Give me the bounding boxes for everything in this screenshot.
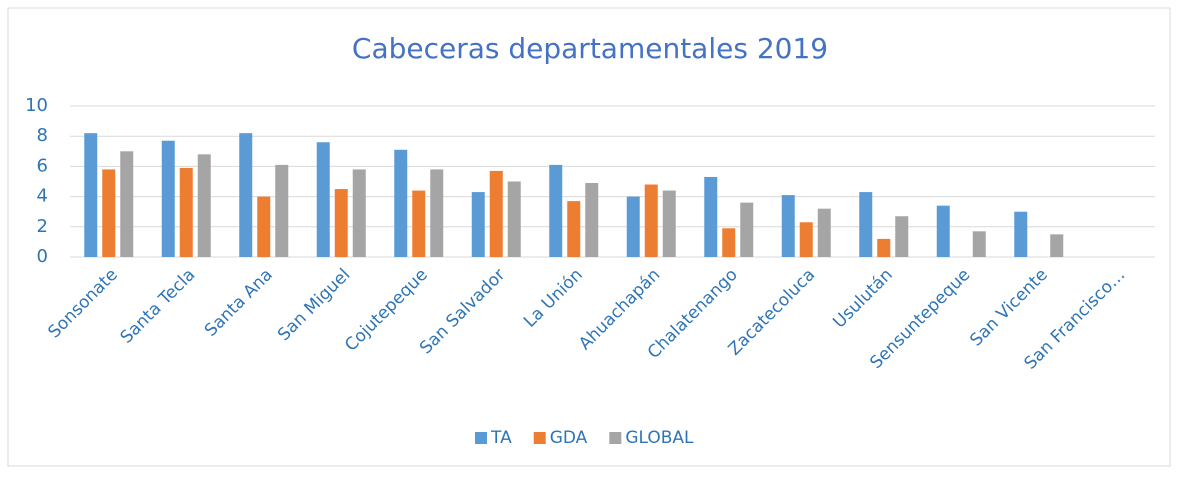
bar	[352, 169, 366, 257]
bar	[662, 190, 676, 257]
bar	[394, 149, 408, 257]
legend-label: GDA	[550, 428, 588, 448]
legend-label: TA	[490, 428, 512, 448]
y-tick-label: 0	[37, 246, 48, 267]
bar	[549, 164, 563, 257]
bar	[644, 184, 658, 257]
bar	[1014, 211, 1028, 257]
bar	[799, 222, 813, 257]
bar	[239, 133, 253, 257]
bar	[936, 205, 950, 257]
bar	[877, 238, 891, 257]
chart-title: Cabeceras departamentales 2019	[352, 32, 828, 65]
bar	[161, 140, 175, 257]
bar	[316, 142, 330, 257]
y-tick-label: 8	[37, 125, 48, 146]
bar	[412, 190, 426, 257]
legend-swatch	[609, 432, 622, 444]
y-tick-label: 6	[37, 155, 48, 176]
bar	[489, 170, 503, 257]
bar	[102, 169, 116, 257]
bar	[704, 176, 718, 257]
bar	[120, 151, 134, 257]
bar	[740, 202, 754, 257]
y-tick-label: 2	[37, 216, 48, 237]
bar	[507, 181, 521, 257]
bar	[430, 169, 444, 257]
legend-swatch	[475, 432, 487, 444]
bar	[1050, 234, 1064, 257]
bar	[197, 154, 211, 257]
bar	[275, 164, 289, 257]
bar	[471, 192, 485, 257]
legend-label: GLOBAL	[625, 428, 694, 448]
bar	[585, 183, 599, 257]
y-tick-label: 10	[25, 95, 48, 116]
bar	[722, 228, 736, 257]
bar	[179, 167, 193, 257]
bar	[84, 133, 98, 257]
y-tick-label: 4	[37, 186, 48, 207]
bar	[895, 216, 909, 257]
bar	[859, 192, 873, 257]
bar	[626, 196, 640, 257]
bar	[817, 208, 831, 257]
bar	[781, 195, 795, 257]
bar	[567, 201, 581, 257]
bar	[257, 196, 271, 257]
bar	[334, 189, 348, 257]
bar	[972, 231, 986, 257]
legend-swatch	[533, 432, 546, 444]
